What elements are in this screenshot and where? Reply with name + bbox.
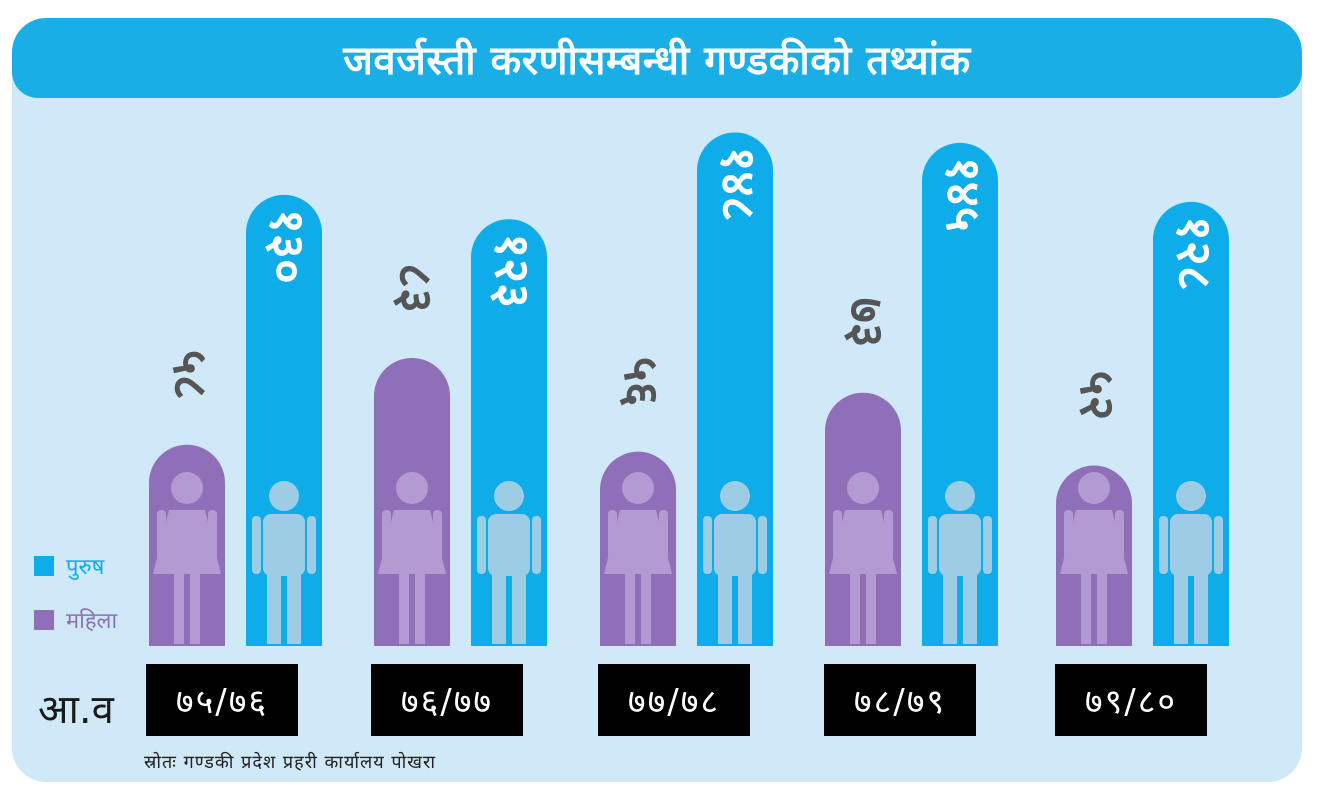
female-icon-leg bbox=[415, 574, 425, 644]
male-icon-leg bbox=[718, 574, 732, 644]
data-label-female: ८३ bbox=[387, 263, 443, 313]
female-icon-arm bbox=[1115, 510, 1124, 560]
male-icon-torso bbox=[714, 514, 756, 576]
female-icon-leg bbox=[1081, 574, 1091, 644]
male-icon-leg bbox=[943, 574, 957, 644]
legend-item-male: पुरुष bbox=[34, 548, 117, 584]
female-icon-leg bbox=[399, 574, 409, 644]
female-person-icon bbox=[153, 472, 221, 644]
data-label-male: १२८ bbox=[1166, 216, 1222, 291]
female-person-icon bbox=[829, 472, 897, 644]
female-icon-leg bbox=[641, 574, 651, 644]
infographic-panel: जवर्जस्ती करणीसम्बन्धी गण्डकीको तथ्यांक … bbox=[12, 18, 1302, 782]
female-person-icon bbox=[378, 472, 446, 644]
legend-label-female: महिला bbox=[66, 609, 118, 634]
bar-chart: ५८ १३० ८३ १२३ ५६ १४८ ७३ १४५ ५२ १२८ bbox=[149, 132, 1229, 646]
female-icon-head bbox=[1078, 472, 1110, 504]
data-label-female: ७३ bbox=[838, 298, 894, 348]
male-person-icon bbox=[252, 481, 316, 644]
male-person-icon bbox=[703, 481, 767, 644]
female-icon-arm bbox=[608, 510, 617, 560]
legend-label-male: पुरुष bbox=[66, 555, 105, 580]
female-icon-head bbox=[847, 472, 879, 504]
male-icon-head bbox=[269, 481, 299, 511]
male-icon-torso bbox=[488, 514, 530, 576]
male-icon-leg bbox=[492, 574, 506, 644]
female-icon-leg bbox=[625, 574, 635, 644]
data-label-female: ५६ bbox=[613, 357, 669, 407]
male-icon-head bbox=[720, 481, 750, 511]
female-icon-arm bbox=[433, 510, 442, 560]
female-icon-leg bbox=[866, 574, 876, 644]
female-icon-head bbox=[171, 472, 203, 504]
data-label-female: ५२ bbox=[1069, 371, 1125, 421]
male-icon-head bbox=[1176, 481, 1206, 511]
x-tick-label: ७६/७७ bbox=[371, 664, 523, 736]
data-label-male: १२३ bbox=[484, 233, 540, 308]
female-icon-dress bbox=[378, 510, 446, 574]
male-icon-head bbox=[494, 481, 524, 511]
male-person-icon bbox=[477, 481, 541, 644]
male-icon-arm bbox=[758, 516, 767, 574]
legend: पुरुष महिला bbox=[34, 548, 117, 656]
x-tick-label: ७८/७९ bbox=[824, 664, 976, 736]
female-icon-leg bbox=[174, 574, 184, 644]
data-label-female: ५८ bbox=[162, 350, 218, 400]
x-tick-label: ७५/७६ bbox=[146, 664, 298, 736]
data-label-male: १३० bbox=[259, 209, 315, 284]
male-icon-arm bbox=[1159, 516, 1168, 574]
female-icon-arm bbox=[157, 510, 166, 560]
male-icon-arm bbox=[928, 516, 937, 574]
male-icon-leg bbox=[1194, 574, 1208, 644]
legend-item-female: महिला bbox=[34, 602, 117, 638]
female-icon-dress bbox=[153, 510, 221, 574]
male-person-icon bbox=[1159, 481, 1223, 644]
female-person-icon bbox=[1060, 472, 1128, 644]
male-icon-leg bbox=[287, 574, 301, 644]
legend-swatch-male bbox=[34, 556, 54, 576]
female-icon-head bbox=[622, 472, 654, 504]
male-icon-arm bbox=[1214, 516, 1223, 574]
female-icon-arm bbox=[884, 510, 893, 560]
male-icon-arm bbox=[477, 516, 486, 574]
male-icon-arm bbox=[307, 516, 316, 574]
male-icon-arm bbox=[983, 516, 992, 574]
female-icon-dress bbox=[829, 510, 897, 574]
female-icon-arm bbox=[1064, 510, 1073, 560]
male-icon-torso bbox=[939, 514, 981, 576]
male-icon-leg bbox=[267, 574, 281, 644]
title-bar: जवर्जस्ती करणीसम्बन्धी गण्डकीको तथ्यांक bbox=[12, 18, 1302, 98]
male-person-icon bbox=[928, 481, 992, 644]
male-icon-torso bbox=[1170, 514, 1212, 576]
chart-title: जवर्जस्ती करणीसम्बन्धी गण्डकीको तथ्यांक bbox=[343, 37, 971, 84]
male-icon-leg bbox=[963, 574, 977, 644]
x-tick-label: ७९/८० bbox=[1055, 664, 1207, 736]
female-icon-head bbox=[396, 472, 428, 504]
female-icon-leg bbox=[190, 574, 200, 644]
x-axis-label: आ.व bbox=[38, 687, 114, 733]
female-icon-arm bbox=[659, 510, 668, 560]
female-icon-leg bbox=[850, 574, 860, 644]
male-icon-leg bbox=[512, 574, 526, 644]
male-icon-torso bbox=[263, 514, 305, 576]
source-note: स्रोतः गण्डकी प्रदेश प्रहरी कार्यालय पोख… bbox=[144, 752, 437, 773]
x-tick-label: ७७/७८ bbox=[598, 664, 750, 736]
female-icon-dress bbox=[604, 510, 672, 574]
male-icon-arm bbox=[252, 516, 261, 574]
male-icon-leg bbox=[738, 574, 752, 644]
female-icon-dress bbox=[1060, 510, 1128, 574]
legend-swatch-female bbox=[34, 610, 54, 630]
female-icon-arm bbox=[833, 510, 842, 560]
female-icon-arm bbox=[382, 510, 391, 560]
data-label-male: १४८ bbox=[710, 146, 766, 221]
male-icon-head bbox=[945, 481, 975, 511]
male-icon-arm bbox=[703, 516, 712, 574]
female-icon-arm bbox=[208, 510, 217, 560]
male-icon-arm bbox=[532, 516, 541, 574]
male-icon-leg bbox=[1174, 574, 1188, 644]
female-person-icon bbox=[604, 472, 672, 644]
female-icon-leg bbox=[1097, 574, 1107, 644]
data-label-male: १४५ bbox=[935, 157, 991, 232]
